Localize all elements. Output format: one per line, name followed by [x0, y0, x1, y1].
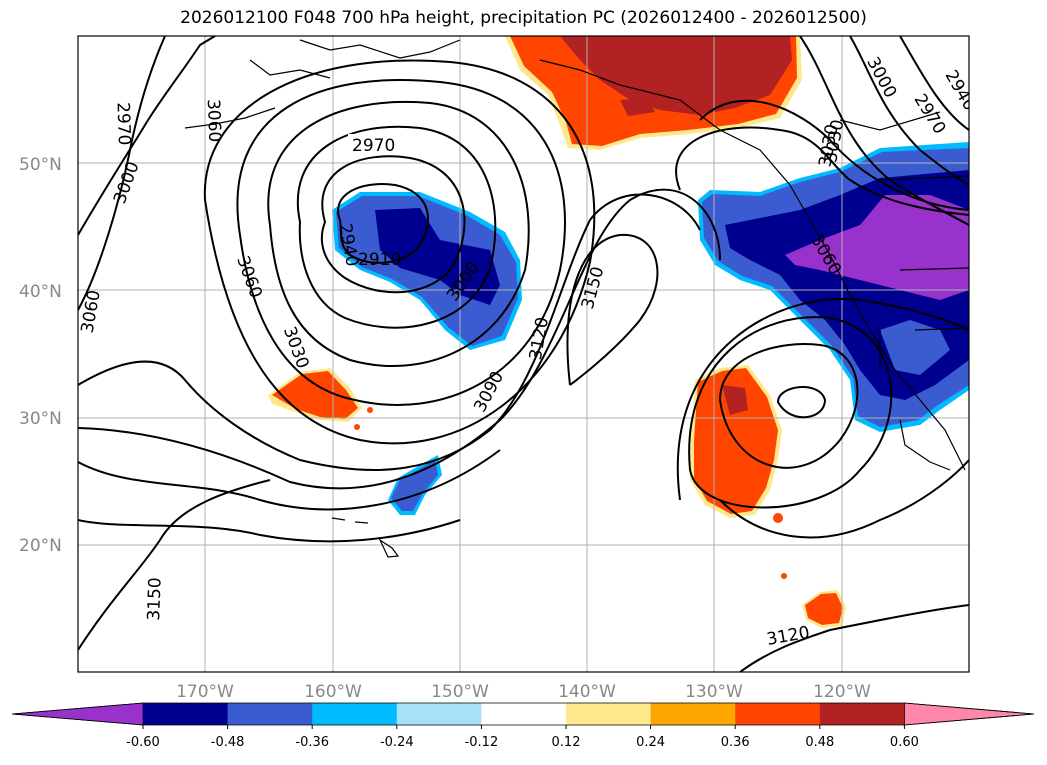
colorbar-tick-label: -0.36 [295, 735, 329, 750]
lat-label-40n: 40°N [19, 282, 62, 302]
lon-label-120w: 120°W [813, 682, 871, 702]
colorbar-segment [566, 703, 652, 725]
colorbar-tick-label: -0.24 [380, 735, 414, 750]
colorbar-segment [143, 703, 229, 725]
contour-label-2910: 2910 [358, 250, 401, 270]
lon-label-160w: 160°W [304, 682, 362, 702]
precip-fill [268, 36, 969, 628]
lon-label-140w: 140°W [558, 682, 616, 702]
colorbar-tick-label: 0.12 [552, 735, 581, 750]
colorbar-segment [481, 703, 567, 725]
contour-label-2970: 2970 [352, 136, 395, 156]
lat-label-50n: 50°N [19, 155, 62, 175]
height-contours [78, 36, 969, 672]
colorbar: -0.60 -0.48 -0.36 -0.24 -0.12 0.12 0.24 0.36 0.4… [11, 702, 1035, 750]
lon-label-170w: 170°W [176, 682, 234, 702]
colorbar-extend-high [904, 702, 1035, 726]
colorbar-tick-label: 0.36 [721, 735, 750, 750]
lon-label-150w: 150°W [431, 682, 489, 702]
map-title: 2026012100 F048 700 hPa height, precipit… [180, 8, 867, 28]
lon-label-130w: 130°W [685, 682, 743, 702]
colorbar-segment [735, 703, 821, 725]
lat-label-30n: 30°N [19, 409, 62, 429]
map-plot: 2970 3060 3000 3060 2970 2940 2910 3000 … [78, 36, 969, 672]
colorbar-segment [227, 703, 313, 725]
colorbar-extend-low [11, 702, 144, 726]
contour-label-2970: 2970 [112, 102, 133, 146]
colorbar-tick-label: -0.12 [465, 735, 499, 750]
colorbar-segment [819, 703, 905, 725]
colorbar-tick-label: -0.48 [211, 735, 245, 750]
lat-label-20n: 20°N [19, 536, 62, 556]
latitude-labels: 50°N 40°N 30°N 20°N [19, 155, 62, 556]
colorbar-segment [650, 703, 736, 725]
contour-label-3060: 3060 [203, 99, 224, 143]
colorbar-segment [312, 703, 398, 725]
contour-label-3150: 3150 [144, 577, 165, 621]
longitude-labels: 170°W 160°W 150°W 140°W 130°W 120°W [176, 682, 871, 702]
colorbar-tick-label: -0.60 [126, 735, 160, 750]
map-frame [77, 35, 970, 673]
colorbar-tick-label: 0.24 [636, 735, 665, 750]
colorbar-tick-label: 0.60 [890, 735, 919, 750]
colorbar-segment [396, 703, 482, 725]
colorbar-tick-label: 0.48 [805, 735, 834, 750]
